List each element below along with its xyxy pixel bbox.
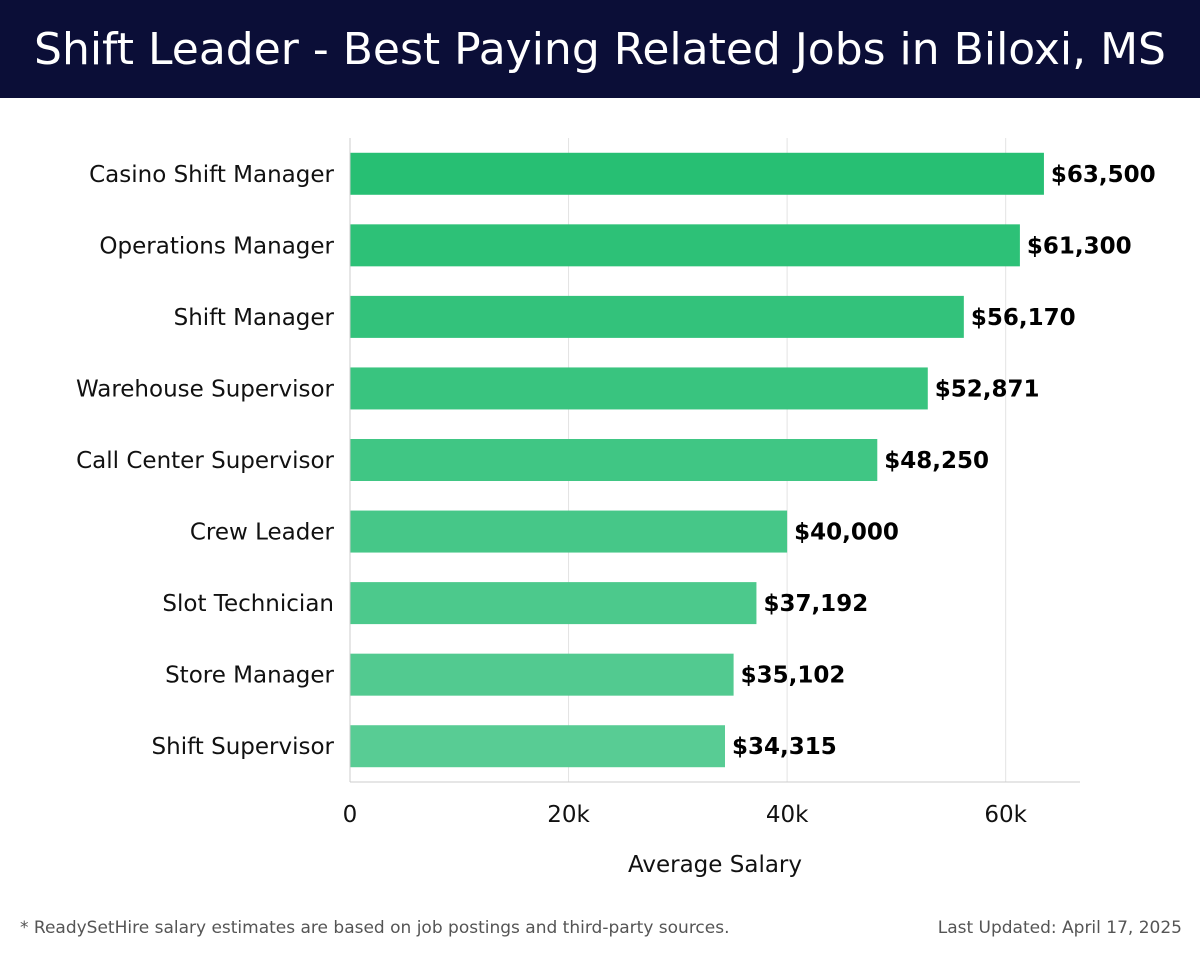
category-label-3: Warehouse Supervisor xyxy=(76,376,335,402)
value-label-2: $56,170 xyxy=(971,305,1076,331)
chart-header: Shift Leader - Best Paying Related Jobs … xyxy=(0,0,1200,98)
bar-2 xyxy=(350,295,964,338)
category-label-7: Store Manager xyxy=(165,663,334,689)
value-label-3: $52,871 xyxy=(935,376,1040,402)
bar-0 xyxy=(350,152,1044,195)
x-axis-title: Average Salary xyxy=(628,852,802,878)
bar-5 xyxy=(350,510,788,553)
chart-title: Shift Leader - Best Paying Related Jobs … xyxy=(34,23,1166,75)
category-label-8: Shift Supervisor xyxy=(152,734,335,760)
category-label-1: Operations Manager xyxy=(99,233,334,259)
last-updated: Last Updated: April 17, 2025 xyxy=(937,918,1182,938)
x-tick-label-3: 60k xyxy=(984,802,1027,828)
category-label-6: Slot Technician xyxy=(162,591,334,617)
bar-4 xyxy=(350,439,878,481)
x-tick-label-1: 20k xyxy=(547,802,590,828)
footer-note: * ReadySetHire salary estimates are base… xyxy=(20,918,730,938)
value-label-4: $48,250 xyxy=(884,448,989,474)
value-label-5: $40,000 xyxy=(794,520,899,546)
bar-1 xyxy=(350,224,1020,267)
category-label-4: Call Center Supervisor xyxy=(76,448,334,474)
bar-chart: Casino Shift Manager $63,500 Operations Ma… xyxy=(76,138,1156,878)
value-label-8: $34,315 xyxy=(732,734,837,760)
value-label-0: $63,500 xyxy=(1051,162,1156,188)
bar-6 xyxy=(350,582,757,625)
bar-8 xyxy=(350,725,725,768)
category-label-5: Crew Leader xyxy=(190,520,335,546)
value-label-7: $35,102 xyxy=(741,663,846,689)
bar-3 xyxy=(350,367,928,410)
x-tick-label-2: 40k xyxy=(766,802,809,828)
bar-7 xyxy=(350,653,734,696)
x-tick-label-0: 0 xyxy=(343,802,358,828)
category-label-0: Casino Shift Manager xyxy=(89,162,334,188)
category-label-2: Shift Manager xyxy=(174,305,335,331)
value-label-6: $37,192 xyxy=(763,591,868,617)
value-label-1: $61,300 xyxy=(1027,233,1132,259)
